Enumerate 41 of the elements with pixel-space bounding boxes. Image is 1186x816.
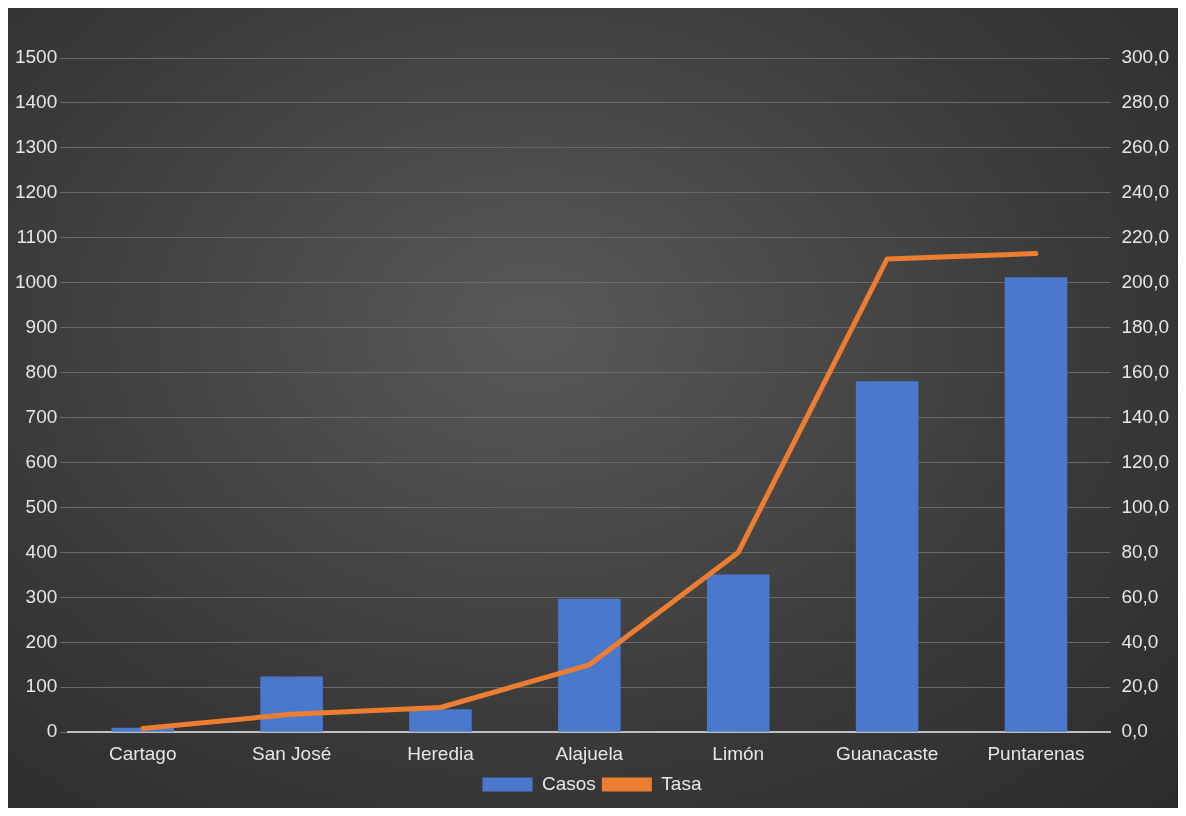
y-tick-label: 400: [25, 540, 58, 562]
y2-tick-label: 0,0: [1121, 720, 1148, 742]
x-tick-label: Alajuela: [555, 742, 624, 764]
y2-tick-label: 80,0: [1121, 540, 1159, 562]
y-tick-label: 1400: [14, 91, 58, 113]
y2-tick-label: 100,0: [1121, 495, 1169, 517]
y-tick-label: 1500: [14, 46, 58, 68]
legend-label: Tasa: [661, 772, 702, 794]
y2-tick-label: 40,0: [1121, 630, 1159, 652]
y-tick-label: 1300: [14, 136, 58, 158]
x-tick-label: San José: [251, 742, 332, 764]
y2-tick-label: 220,0: [1121, 226, 1169, 248]
legend-label: Casos: [542, 772, 596, 794]
y-tick-label: 1200: [14, 181, 58, 203]
x-tick-label: Cartago: [108, 742, 177, 764]
y-tick-label: 0: [46, 720, 58, 742]
y2-tick-label: 120,0: [1121, 450, 1169, 472]
y-tick-label: 900: [25, 315, 58, 337]
y-tick-label: 300: [25, 585, 58, 607]
y-tick-label: 1100: [16, 226, 58, 248]
x-tick-label: Guanacaste: [835, 742, 939, 764]
y2-tick-label: 280,0: [1121, 91, 1169, 113]
y-tick-label: 500: [25, 495, 58, 517]
y-tick-label: 100: [25, 675, 58, 697]
y2-tick-label: 160,0: [1121, 360, 1169, 382]
x-tick-label: Heredia: [407, 742, 475, 764]
y-tick-label: 200: [25, 630, 58, 652]
y2-tick-label: 60,0: [1121, 585, 1159, 607]
y-tick-label: 800: [25, 360, 58, 382]
y2-tick-label: 140,0: [1121, 405, 1169, 427]
y2-tick-label: 180,0: [1121, 315, 1169, 337]
y-tick-label: 600: [25, 450, 58, 472]
y2-tick-label: 260,0: [1121, 136, 1169, 158]
x-tick-label: Limón: [712, 742, 765, 764]
y2-tick-label: 300,0: [1121, 46, 1169, 68]
y2-tick-label: 20,0: [1121, 675, 1159, 697]
x-tick-label: Puntarenas: [987, 742, 1085, 764]
y-tick-label: 700: [25, 405, 58, 427]
y-tick-label: 1000: [14, 270, 58, 292]
y2-tick-label: 240,0: [1121, 181, 1169, 203]
y2-tick-label: 200,0: [1121, 270, 1169, 292]
